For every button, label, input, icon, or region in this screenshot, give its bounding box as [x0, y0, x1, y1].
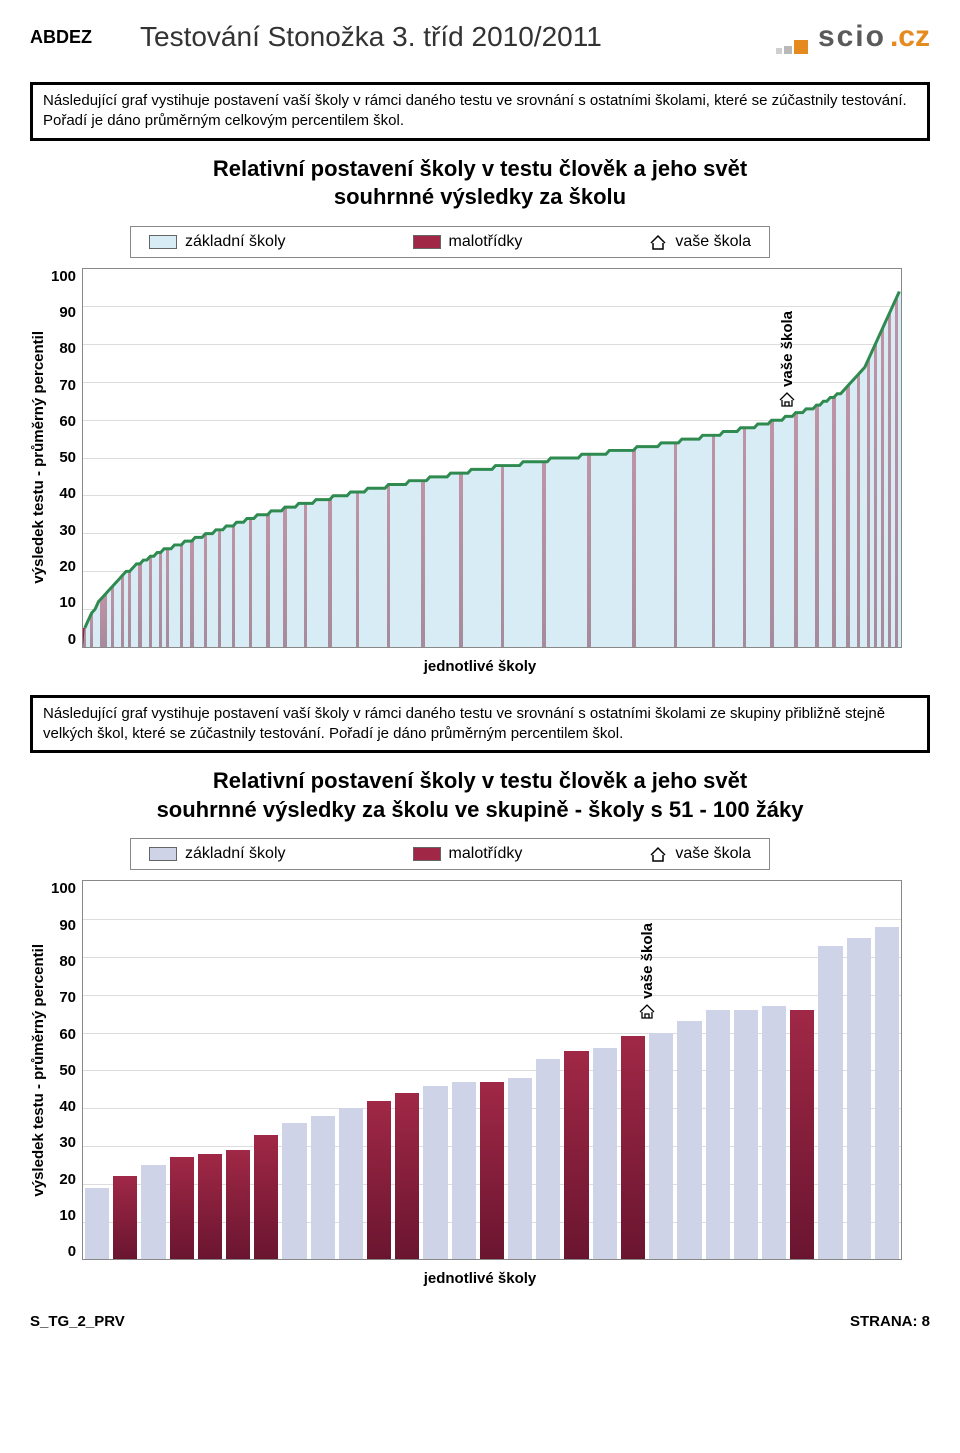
bar — [480, 1082, 504, 1260]
chart1: výsledek testu - průměrný percentil 1009… — [30, 268, 930, 648]
bar — [170, 1157, 194, 1259]
chart2-bars — [83, 881, 901, 1259]
footer-left: S_TG_2_PRV — [30, 1313, 125, 1330]
bar — [593, 1048, 617, 1260]
bar — [254, 1135, 278, 1260]
legend-item-malotridky: malotřídky — [413, 233, 523, 251]
bar — [649, 1033, 673, 1260]
legend-item-vase: vaše škola — [649, 845, 751, 863]
chart2-title: Relativní postavení školy v testu člověk… — [30, 767, 930, 824]
bar — [85, 1188, 109, 1260]
legend-item-vase: vaše škola — [649, 233, 751, 251]
swatch-malotridky — [413, 235, 441, 249]
chart2-plot: vaše škola — [82, 880, 902, 1260]
bar — [734, 1010, 758, 1259]
chart2: výsledek testu - průměrný percentil 1009… — [30, 880, 930, 1260]
bar — [423, 1086, 447, 1260]
bar — [452, 1082, 476, 1260]
logo-text-left: scio — [818, 20, 886, 54]
bar — [198, 1154, 222, 1260]
house-icon — [649, 846, 667, 862]
chart1-xlabel: jednotlivé školy — [30, 658, 930, 675]
logo-squares — [776, 40, 808, 54]
footer-right: STRANA: 8 — [850, 1313, 930, 1330]
legend-label-zakladni: základní školy — [185, 233, 286, 251]
legend-label-malotridky: malotřídky — [449, 845, 523, 863]
legend-label-zakladni: základní školy — [185, 845, 286, 863]
legend-label-vase: vaše škola — [675, 845, 751, 863]
chart1-plot: vaše škola — [82, 268, 902, 648]
bar — [818, 946, 842, 1260]
page-footer: S_TG_2_PRV STRANA: 8 — [30, 1313, 930, 1330]
bar — [621, 1036, 645, 1259]
header-code: ABDEZ — [30, 27, 140, 48]
bar — [395, 1093, 419, 1259]
logo-text-right: .cz — [890, 20, 930, 54]
chart2-marker-label: vaše škola — [639, 923, 656, 999]
chart1-yaxis: 1009080706050403020100 — [51, 268, 82, 648]
description-box-1: Následující graf vystihuje postavení vaš… — [30, 82, 930, 141]
logo: scio.cz — [776, 20, 930, 54]
legend-label-vase: vaše škola — [675, 233, 751, 251]
chart1-marker-label: vaše škola — [779, 311, 796, 387]
legend-item-zakladni: základní školy — [149, 233, 286, 251]
legend-label-malotridky: malotřídky — [449, 233, 523, 251]
bar — [564, 1051, 588, 1259]
house-icon — [638, 1003, 656, 1021]
bar — [875, 927, 899, 1260]
header-title: Testování Stonožka 3. tříd 2010/2011 — [140, 21, 776, 53]
bar — [847, 938, 871, 1259]
chart1-ylabel: výsledek testu - průměrný percentil — [30, 331, 47, 584]
swatch-zakladni — [149, 847, 177, 861]
chart1-title: Relativní postavení školy v testu člověk… — [30, 155, 930, 212]
bar — [536, 1059, 560, 1259]
bar — [898, 291, 901, 646]
bar — [339, 1108, 363, 1259]
bar — [706, 1010, 730, 1259]
bar — [762, 1006, 786, 1259]
house-icon — [778, 391, 796, 409]
legend-item-malotridky: malotřídky — [413, 845, 523, 863]
bar — [282, 1123, 306, 1259]
legend-item-zakladni: základní školy — [149, 845, 286, 863]
swatch-malotridky — [413, 847, 441, 861]
chart2-legend: základní školy malotřídky vaše škola — [130, 838, 770, 870]
page-header: ABDEZ Testování Stonožka 3. tříd 2010/20… — [30, 20, 930, 54]
bar — [226, 1150, 250, 1260]
bar — [790, 1010, 814, 1259]
swatch-zakladni — [149, 235, 177, 249]
bar — [367, 1101, 391, 1260]
bar — [113, 1176, 137, 1259]
bar — [311, 1116, 335, 1260]
bar — [677, 1021, 701, 1259]
chart2-ylabel: výsledek testu - průměrný percentil — [30, 944, 47, 1197]
bar — [508, 1078, 532, 1259]
house-icon — [649, 234, 667, 250]
description-box-2: Následující graf vystihuje postavení vaš… — [30, 695, 930, 754]
chart2-xlabel: jednotlivé školy — [30, 1270, 930, 1287]
chart1-legend: základní školy malotřídky vaše škola — [130, 226, 770, 258]
bar — [141, 1165, 165, 1260]
chart2-yaxis: 1009080706050403020100 — [51, 880, 82, 1260]
